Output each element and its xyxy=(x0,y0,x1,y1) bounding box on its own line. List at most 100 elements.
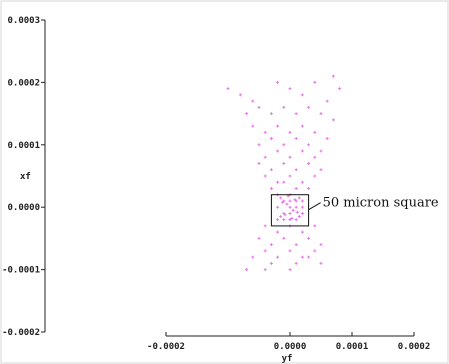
data-point xyxy=(285,202,289,206)
data-point xyxy=(257,143,261,147)
data-point xyxy=(288,130,292,134)
data-point xyxy=(283,213,287,217)
points-layer xyxy=(226,74,342,272)
data-point xyxy=(288,174,292,178)
data-point xyxy=(319,168,323,172)
data-point xyxy=(263,268,267,272)
data-point xyxy=(251,99,255,103)
data-point xyxy=(245,268,249,272)
data-point xyxy=(338,87,342,91)
data-point xyxy=(263,174,267,178)
data-point xyxy=(269,112,273,116)
data-point xyxy=(282,218,286,222)
data-point xyxy=(307,255,311,259)
y-tick-label: 0.0002 xyxy=(7,78,40,88)
data-point xyxy=(300,180,304,184)
data-point xyxy=(257,105,261,109)
x-tick-label: -0.0002 xyxy=(147,342,185,352)
data-point xyxy=(294,137,298,141)
data-point xyxy=(294,205,298,209)
data-point xyxy=(294,243,298,247)
data-point xyxy=(282,162,286,166)
data-point xyxy=(307,236,311,240)
data-point xyxy=(313,174,317,178)
data-point xyxy=(297,196,301,200)
x-axis-title: yf xyxy=(282,354,293,364)
x-tick-label: 0.0002 xyxy=(398,342,431,352)
y-tick-label: 0.0003 xyxy=(7,16,40,26)
data-point xyxy=(313,155,317,159)
y-axis-title: xf xyxy=(20,172,31,182)
data-point xyxy=(319,149,323,153)
data-point xyxy=(269,186,273,190)
data-point xyxy=(294,186,298,190)
data-point xyxy=(313,80,317,84)
data-point xyxy=(300,205,304,209)
data-point xyxy=(279,196,283,200)
data-point xyxy=(319,112,323,116)
data-point xyxy=(325,137,329,141)
data-point xyxy=(276,230,280,234)
data-point xyxy=(307,105,311,109)
fifty-micron-square xyxy=(270,194,310,227)
data-point xyxy=(331,118,335,122)
data-point xyxy=(245,112,249,116)
data-point xyxy=(269,243,273,247)
data-point xyxy=(282,236,286,240)
data-point xyxy=(307,143,311,147)
data-point xyxy=(276,149,280,153)
x-axis-ticks: -0.0002 0.0000 0.0001 0.0002 xyxy=(147,332,430,352)
data-point xyxy=(281,200,285,204)
y-tick-label: -0.0001 xyxy=(2,266,40,276)
data-point xyxy=(300,230,304,234)
data-point xyxy=(307,186,311,190)
data-point xyxy=(294,168,298,172)
data-point xyxy=(251,124,255,128)
data-point xyxy=(313,249,317,253)
data-point xyxy=(290,216,294,220)
data-point xyxy=(263,224,267,228)
data-point xyxy=(288,249,292,253)
data-point xyxy=(288,205,292,209)
data-point xyxy=(238,93,242,97)
data-point xyxy=(269,261,273,265)
data-point xyxy=(288,211,292,215)
x-tick-label: 0.0001 xyxy=(336,342,369,352)
data-point xyxy=(279,215,283,219)
data-point xyxy=(288,199,292,203)
data-point xyxy=(282,180,286,184)
data-point xyxy=(282,105,286,109)
data-point xyxy=(319,261,323,265)
data-point xyxy=(300,255,304,259)
data-point xyxy=(300,149,304,153)
data-point xyxy=(297,215,301,219)
y-axis-ticks: 0.0003 0.0002 0.0001 0.0000 -0.0001 -0.0002 xyxy=(2,16,45,338)
data-point xyxy=(263,130,267,134)
data-point xyxy=(294,112,298,116)
data-point xyxy=(288,218,292,222)
data-point xyxy=(288,87,292,91)
data-point xyxy=(288,268,292,272)
data-point xyxy=(276,80,280,84)
data-point xyxy=(293,198,297,202)
data-point xyxy=(282,143,286,147)
data-point xyxy=(294,261,298,265)
data-point xyxy=(276,124,280,128)
data-point xyxy=(300,199,304,203)
annotation-label: 50 micron square xyxy=(323,196,439,211)
data-point xyxy=(276,205,280,209)
data-point xyxy=(307,162,311,166)
y-tick-label: 0.0001 xyxy=(7,141,40,151)
x-tick-label: 0.0000 xyxy=(274,342,307,352)
data-point xyxy=(325,99,329,103)
data-point xyxy=(300,211,304,215)
y-tick-label: 0.0000 xyxy=(7,203,40,213)
data-point xyxy=(295,210,299,214)
data-point xyxy=(263,155,267,159)
y-tick-label: -0.0002 xyxy=(2,328,40,338)
data-point xyxy=(300,124,304,128)
annotation-leader-line xyxy=(308,202,321,211)
data-point xyxy=(263,249,267,253)
